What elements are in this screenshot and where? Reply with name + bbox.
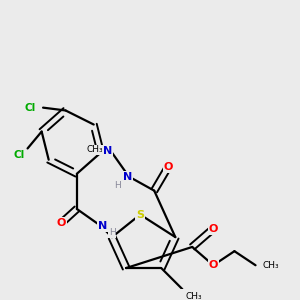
Text: H: H bbox=[109, 228, 116, 237]
Text: Cl: Cl bbox=[14, 151, 25, 160]
Text: N: N bbox=[98, 221, 107, 231]
Text: O: O bbox=[57, 218, 66, 228]
Text: S: S bbox=[136, 210, 144, 220]
Text: CH₃: CH₃ bbox=[185, 292, 202, 300]
Text: N: N bbox=[123, 172, 132, 182]
Text: O: O bbox=[208, 260, 218, 270]
Text: O: O bbox=[208, 224, 218, 234]
Text: N: N bbox=[103, 146, 112, 156]
Text: O: O bbox=[164, 162, 173, 172]
Text: CH₃: CH₃ bbox=[262, 261, 279, 270]
Text: CH₃: CH₃ bbox=[87, 146, 104, 154]
Text: H: H bbox=[114, 181, 121, 190]
Text: Cl: Cl bbox=[25, 103, 36, 112]
